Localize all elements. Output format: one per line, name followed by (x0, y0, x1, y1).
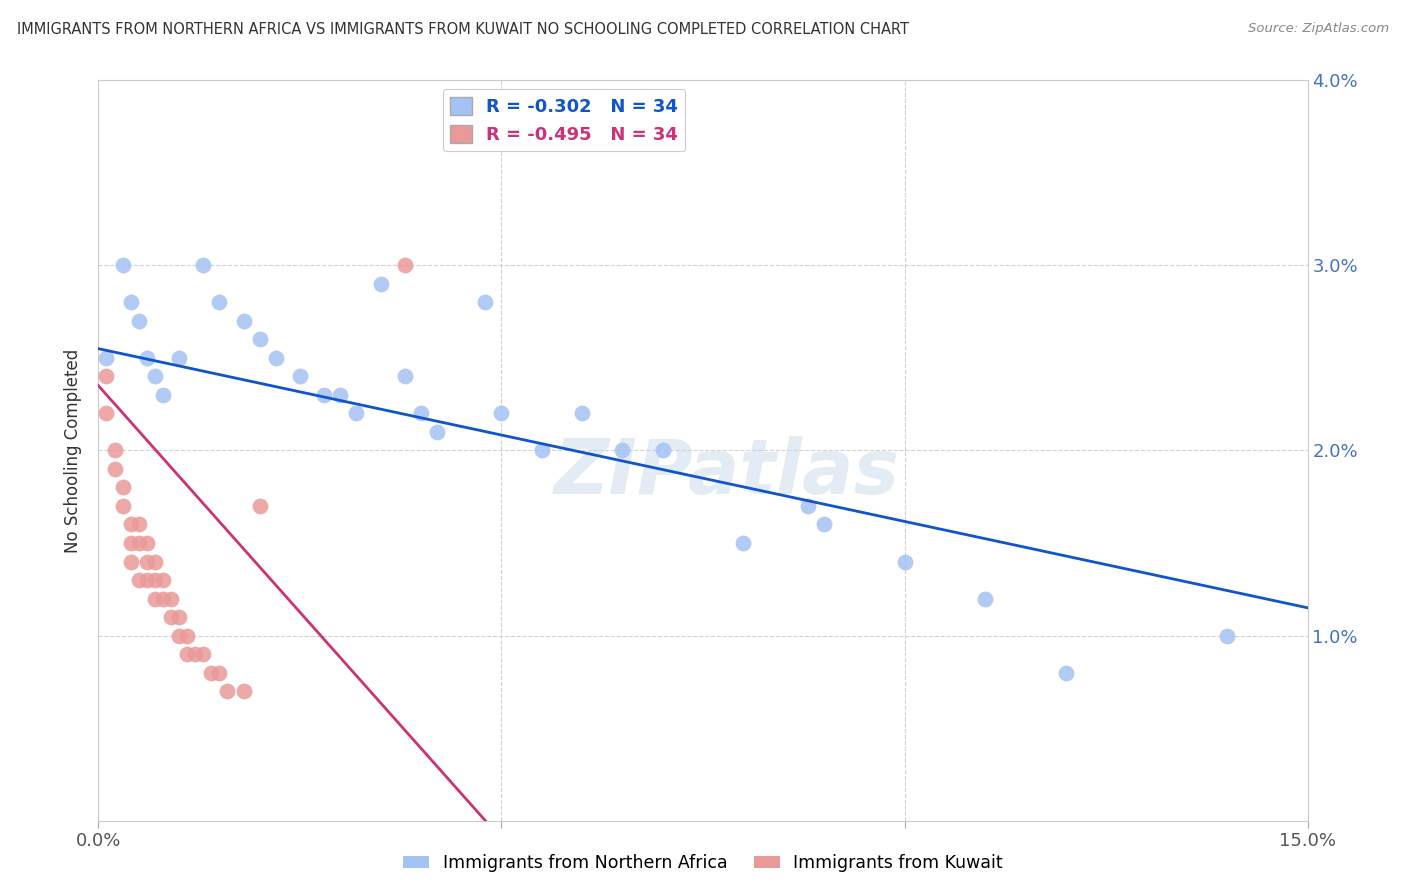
Point (176, 647, 198, 661)
Point (344, 407, 367, 421)
Point (96, 351, 118, 365)
Point (135, 351, 157, 365)
Point (193, 259, 215, 273)
Text: IMMIGRANTS FROM NORTHERN AFRICA VS IMMIGRANTS FROM KUWAIT NO SCHOOLING COMPLETED: IMMIGRANTS FROM NORTHERN AFRICA VS IMMIG… (17, 22, 908, 37)
Point (143, 573, 166, 587)
Point (152, 388, 174, 402)
Point (370, 277, 392, 291)
Point (111, 481, 134, 495)
Point (329, 388, 352, 402)
Point (232, 314, 254, 328)
Point (120, 295, 142, 310)
Point (143, 369, 166, 384)
Point (143, 554, 166, 569)
Point (111, 259, 134, 273)
Point (249, 499, 271, 513)
Point (167, 628, 190, 642)
Point (426, 425, 449, 439)
Point (135, 573, 157, 587)
Point (571, 407, 593, 421)
Point (103, 443, 125, 458)
Point (1216, 628, 1239, 642)
Point (797, 499, 820, 513)
Point (974, 591, 997, 606)
Point (394, 369, 416, 384)
Point (160, 591, 183, 606)
Point (733, 536, 755, 550)
Text: Source: ZipAtlas.com: Source: ZipAtlas.com (1249, 22, 1389, 36)
Legend: R = -0.302   N = 34, R = -0.495   N = 34: R = -0.302 N = 34, R = -0.495 N = 34 (443, 89, 685, 152)
Point (167, 610, 190, 624)
Point (288, 369, 311, 384)
Point (120, 536, 142, 550)
Point (1054, 665, 1077, 680)
Point (143, 591, 166, 606)
Point (217, 684, 239, 698)
Point (314, 388, 336, 402)
Point (120, 517, 142, 532)
Point (893, 554, 915, 569)
Point (167, 351, 190, 365)
Point (651, 443, 673, 458)
Point (128, 536, 150, 550)
Point (96, 369, 118, 384)
Point (530, 443, 553, 458)
Point (135, 554, 157, 569)
Point (491, 407, 513, 421)
Point (160, 610, 183, 624)
Point (152, 573, 174, 587)
Point (200, 665, 222, 680)
Y-axis label: No Schooling Completed: No Schooling Completed (65, 349, 83, 552)
Point (474, 295, 496, 310)
Point (409, 407, 432, 421)
Point (184, 647, 207, 661)
Point (264, 351, 287, 365)
Point (612, 443, 634, 458)
Point (103, 462, 125, 476)
Point (394, 259, 416, 273)
Point (128, 314, 150, 328)
Point (135, 536, 157, 550)
Text: ZIPatlas: ZIPatlas (554, 435, 900, 509)
Point (111, 499, 134, 513)
Point (128, 517, 150, 532)
Legend: Immigrants from Northern Africa, Immigrants from Kuwait: Immigrants from Northern Africa, Immigra… (396, 847, 1010, 879)
Point (96, 407, 118, 421)
Point (232, 684, 254, 698)
Point (176, 628, 198, 642)
Point (120, 554, 142, 569)
Point (193, 647, 215, 661)
Point (208, 665, 231, 680)
Point (128, 573, 150, 587)
Point (152, 591, 174, 606)
Point (208, 295, 231, 310)
Point (813, 517, 835, 532)
Point (249, 333, 271, 347)
